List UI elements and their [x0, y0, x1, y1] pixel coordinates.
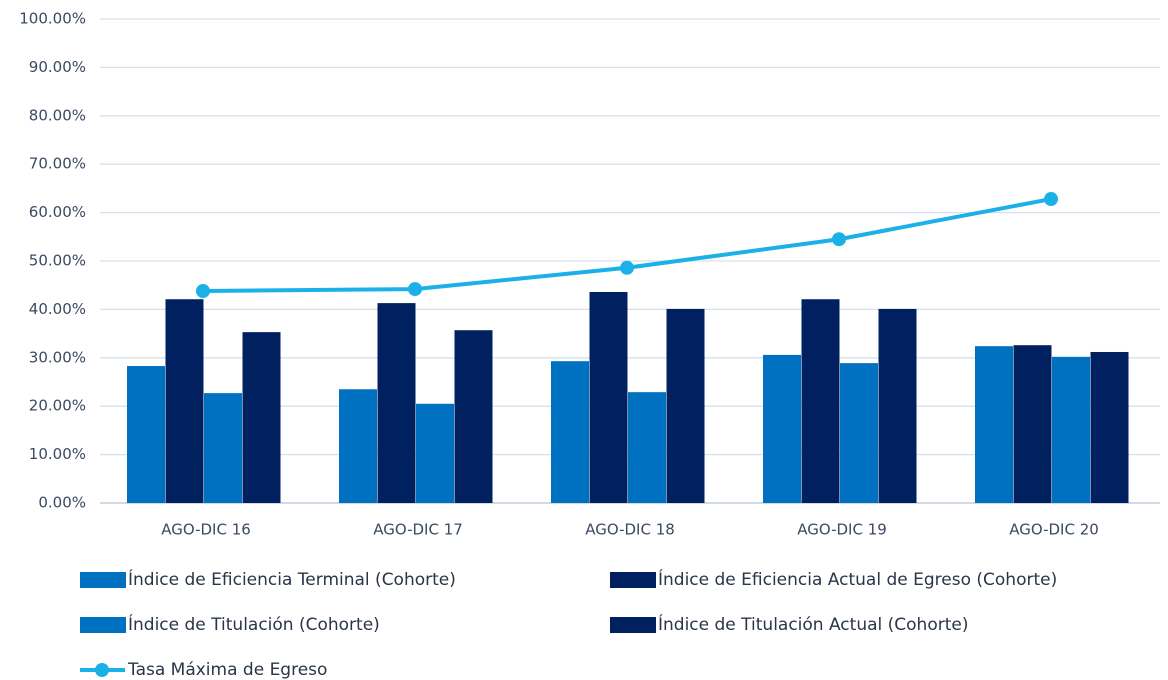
y-tick-label: 40.00%: [29, 300, 86, 318]
bar: [242, 332, 281, 503]
bar: [454, 330, 493, 503]
bar: [339, 389, 377, 503]
y-tick-label: 100.00%: [19, 10, 86, 28]
bar: [666, 308, 705, 503]
y-tick-label: 90.00%: [29, 58, 86, 76]
bar: [975, 346, 1013, 503]
legend: Índice de Eficiencia Terminal (Cohorte) Í…: [80, 568, 1057, 680]
legend-label: Índice de Eficiencia Actual de Egreso (C…: [658, 568, 1057, 590]
legend-swatch: [95, 663, 109, 677]
x-tick-label: AGO-DIC 16: [161, 521, 251, 539]
y-tick-label: 30.00%: [29, 348, 86, 366]
y-tick-label: 0.00%: [38, 494, 86, 512]
y-tick-label: 20.00%: [29, 397, 86, 415]
x-tick-label: AGO-DIC 17: [373, 521, 463, 539]
bar: [551, 361, 589, 503]
legend-swatch: [610, 617, 656, 633]
legend-label: Tasa Máxima de Egreso: [127, 660, 327, 680]
line-point: [1044, 192, 1058, 207]
y-tick-label: 80.00%: [29, 106, 86, 124]
bar: [127, 366, 165, 503]
bar: [589, 291, 628, 503]
bar: [1090, 351, 1129, 503]
x-tick-label: AGO-DIC 20: [1009, 521, 1099, 539]
legend-label: Índice de Titulación Actual (Cohorte): [658, 613, 968, 635]
y-tick-label: 70.00%: [29, 155, 86, 173]
legend-label: Índice de Eficiencia Terminal (Cohorte): [128, 568, 456, 590]
line-point: [408, 282, 422, 297]
bar: [165, 299, 204, 503]
bar: [1052, 356, 1090, 503]
legend-label: Índice de Titulación (Cohorte): [128, 613, 380, 635]
bar: [1013, 345, 1052, 503]
bar: [801, 299, 840, 503]
bar: [416, 403, 454, 503]
legend-swatch: [80, 572, 126, 588]
y-tick-label: 50.00%: [29, 252, 86, 270]
line-point: [620, 260, 634, 275]
bar: [878, 308, 917, 503]
plot-area: 0.00% 10.00% 20.00% 30.00% 40.00% 50.00% 60.00…: [19, 10, 1160, 539]
bar: [840, 363, 878, 503]
bar: [763, 354, 801, 503]
line-point: [196, 284, 210, 299]
bar: [377, 303, 416, 503]
legend-swatch: [80, 617, 126, 633]
legend-swatch: [610, 572, 656, 588]
line-point: [832, 232, 846, 247]
y-tick-label: 10.00%: [29, 445, 86, 463]
bar: [204, 393, 242, 503]
x-tick-label: AGO-DIC 19: [797, 521, 887, 539]
y-tick-label: 60.00%: [29, 203, 86, 221]
x-tick-label: AGO-DIC 18: [585, 521, 675, 539]
bar: [628, 392, 666, 503]
